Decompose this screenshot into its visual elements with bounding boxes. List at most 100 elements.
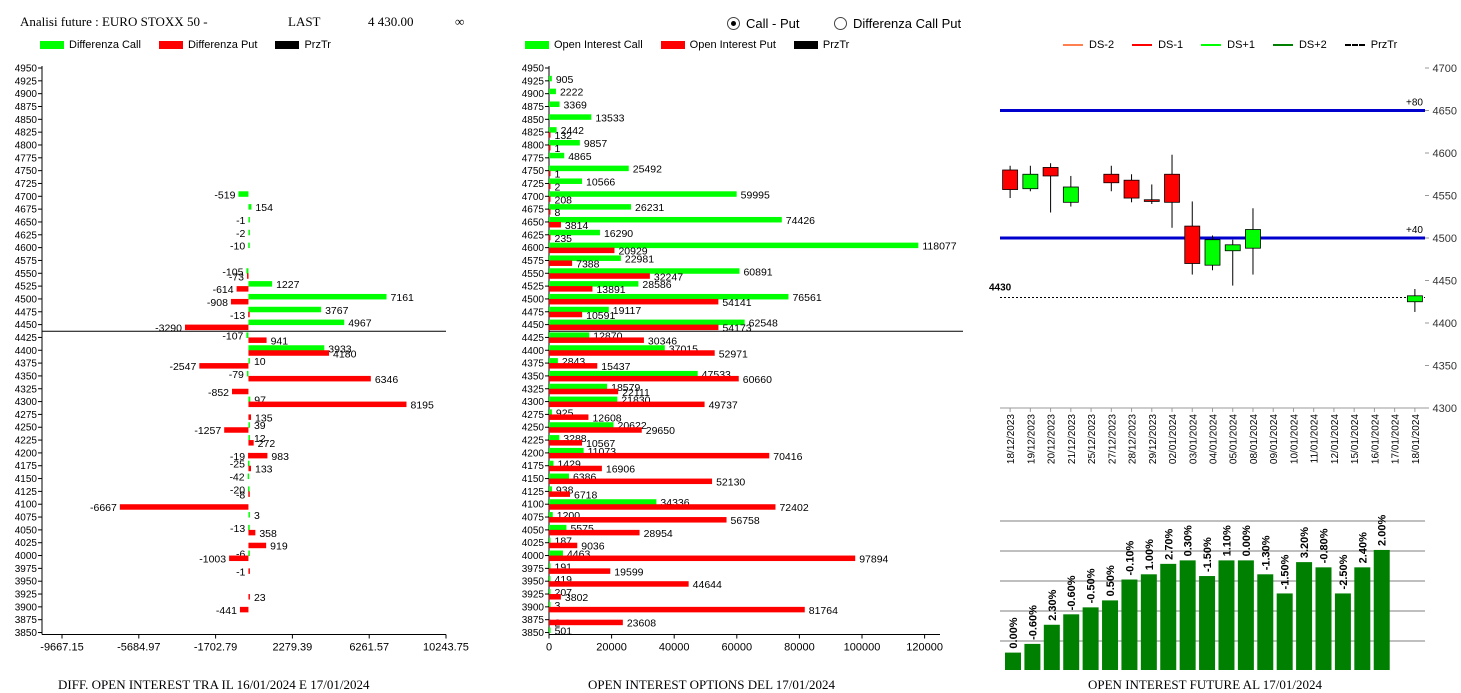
y-tick-label: 4425 <box>15 333 38 344</box>
put-bar <box>549 286 593 292</box>
x-tick-label: 0 <box>546 642 552 654</box>
y-tick-label: 4350 <box>1433 361 1457 373</box>
put-bar <box>248 568 250 574</box>
y-tick-label: 3975 <box>15 564 38 575</box>
call-bar-label: 74426 <box>786 215 815 227</box>
put-bar <box>549 234 551 241</box>
y-tick-label: 4550 <box>1433 191 1457 203</box>
radio-dot-icon <box>834 17 847 30</box>
chart3-legend: DS-2 DS-1 DS+1 DS+2 PrzTr <box>1063 39 1415 51</box>
header-title: Analisi future : EURO STOXX 50 - <box>20 14 208 29</box>
radio-call-put[interactable]: Call - Put <box>727 16 799 31</box>
call-bar <box>549 396 618 403</box>
put-bar-label: 6718 <box>574 489 598 501</box>
oi-future-bar-label: 2.00% <box>1377 515 1389 546</box>
call-bar-label: 905 <box>556 74 574 86</box>
oi-future-bar <box>1276 593 1293 670</box>
put-bar <box>549 260 573 266</box>
call-bar <box>549 242 919 249</box>
oi-future-bar-label: 1.10% <box>1221 525 1233 556</box>
y-tick-label: 4600 <box>15 243 38 254</box>
put-bar-label: 23 <box>254 592 266 604</box>
put-bar-label: 8195 <box>410 400 434 412</box>
call-bar-label: 26231 <box>635 202 664 214</box>
y-tick-label: 4250 <box>522 423 545 434</box>
oi-future-bar-label: -1.50% <box>1202 537 1214 572</box>
y-tick-label: 4450 <box>522 320 545 331</box>
x-tick-label: 60000 <box>722 642 753 654</box>
y-tick-label: 4550 <box>522 269 545 280</box>
y-tick-label: 4725 <box>522 179 545 190</box>
put-bar <box>549 170 551 177</box>
y-tick-label: 4850 <box>522 115 545 126</box>
put-bar <box>248 452 250 459</box>
y-tick-label: 4225 <box>522 436 545 447</box>
call-bar <box>549 550 563 557</box>
put-bar <box>549 452 770 459</box>
legend-swatch-green <box>40 41 64 49</box>
y-tick-label: 4825 <box>15 128 38 139</box>
call-bar <box>549 473 569 480</box>
put-bar <box>549 388 619 395</box>
x-tick-label: 6261.57 <box>349 642 389 654</box>
y-tick-label: 4700 <box>1433 63 1457 75</box>
y-tick-label: 4750 <box>15 166 38 177</box>
call-bar-label: 18579 <box>611 382 640 394</box>
call-bar <box>549 435 560 441</box>
call-bar-label: 7161 <box>391 292 415 304</box>
candle-up <box>1204 239 1221 266</box>
put-bar <box>119 504 249 510</box>
oi-future-bar <box>1296 562 1313 670</box>
y-tick-label: 4450 <box>1433 276 1457 288</box>
put-bar <box>549 196 551 202</box>
call-bar <box>549 306 609 313</box>
x-tick-label: 120000 <box>906 642 943 654</box>
y-tick-label: 4900 <box>15 89 38 100</box>
put-bar <box>248 414 252 420</box>
put-bar-label: 19599 <box>614 566 643 578</box>
y-tick-label: 4525 <box>15 282 38 293</box>
put-bar <box>549 465 602 472</box>
y-tick-label: 4400 <box>15 346 38 357</box>
call-bar-label: -519 <box>214 189 235 201</box>
x-tick-label: 20/12/2023 <box>1047 414 1058 464</box>
last-value: 4 430.00 <box>368 14 414 29</box>
legend-label: PrzTr <box>1370 39 1398 51</box>
put-bar <box>549 375 739 382</box>
legend-label: Open Interest Put <box>689 39 776 51</box>
put-bar <box>236 286 249 292</box>
oi-future-bar <box>1005 652 1021 670</box>
chart2-legend: Open Interest Call Open Interest Put Prz… <box>525 39 867 51</box>
put-bar-label: 72402 <box>779 502 808 514</box>
call-bar <box>549 370 698 377</box>
oi-future-bar <box>1334 593 1351 670</box>
radio-diff-label: Differenza Call Put <box>853 16 962 31</box>
oi-future-bar-label: 0.00% <box>1241 525 1253 556</box>
call-bar <box>549 358 558 364</box>
y-tick-label: 4850 <box>15 115 38 126</box>
y-tick-label: 4950 <box>15 64 38 75</box>
price-label: 4430 <box>989 283 1012 294</box>
call-bar-label: -1 <box>236 215 245 227</box>
oi-future-bar <box>1354 567 1371 670</box>
candle-down <box>1143 199 1160 202</box>
y-tick-label: 4575 <box>15 256 38 267</box>
call-bar-label: 28586 <box>642 279 671 291</box>
call-bar-label: 25492 <box>633 164 662 176</box>
call-bar <box>248 422 250 428</box>
candle-down <box>1103 173 1120 184</box>
radio-diff-call-put[interactable]: Differenza Call Put <box>834 16 961 31</box>
call-bar <box>248 550 250 557</box>
put-bar-label: 44644 <box>693 579 722 591</box>
legend-label: DS+1 <box>1227 39 1255 51</box>
y-tick-label: 4875 <box>522 102 545 113</box>
candle-down <box>1123 179 1140 199</box>
call-bar <box>549 627 551 634</box>
put-bar <box>549 273 650 279</box>
y-tick-label: 4300 <box>522 397 545 408</box>
call-bar-label: 118077 <box>922 241 956 253</box>
put-bar-label: 1 <box>555 169 561 181</box>
oi-future-bar <box>1160 563 1177 670</box>
oi-future-bar <box>1257 574 1274 670</box>
put-bar <box>549 568 611 574</box>
